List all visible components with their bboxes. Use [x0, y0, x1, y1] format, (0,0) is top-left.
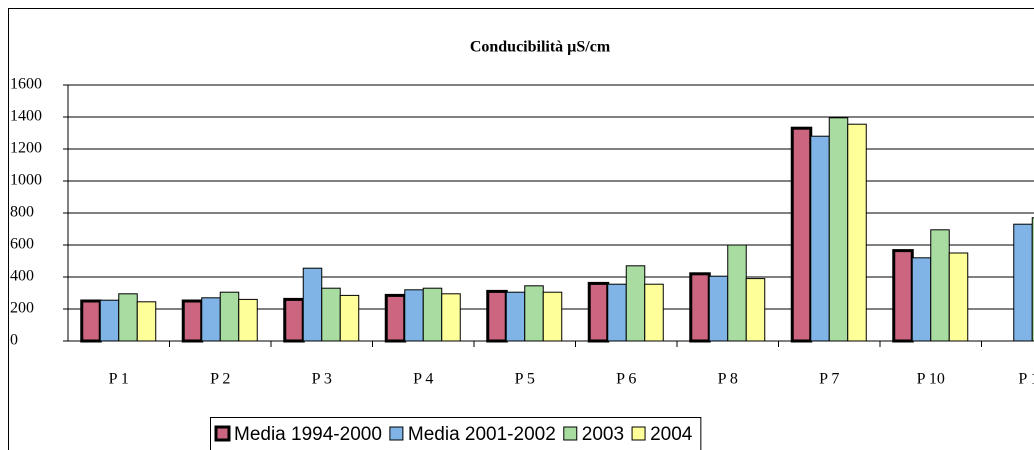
bar: [118, 293, 138, 342]
legend-label: 2003: [582, 424, 624, 445]
y-tick-label: 1600: [10, 76, 42, 93]
bar: [1013, 223, 1033, 342]
bar: [948, 252, 969, 342]
x-tick-label: P 1: [109, 371, 129, 388]
bar: [404, 289, 424, 342]
legend-label: 2004: [650, 424, 693, 445]
x-tick-label: P 4: [413, 371, 433, 388]
y-tick-label: 600: [10, 236, 34, 253]
bar: [745, 278, 766, 342]
bar: [321, 287, 341, 342]
bar: [625, 265, 646, 342]
bar: [302, 267, 323, 342]
bar: [219, 291, 240, 342]
bar: [238, 298, 258, 342]
legend-label: Media 2001-2002: [408, 424, 556, 445]
y-tick-label: 0: [10, 332, 18, 349]
bar: [644, 283, 664, 342]
bar: [80, 299, 102, 343]
bar: [99, 299, 120, 342]
bar: [441, 293, 461, 342]
x-tick-label: P 5: [515, 371, 535, 388]
bar: [790, 126, 813, 343]
x-tick-label: P 2: [210, 371, 230, 388]
bar: [689, 272, 711, 343]
bar: [587, 281, 610, 343]
legend-marker: [563, 426, 578, 441]
bar: [384, 293, 407, 343]
y-tick-label: 1400: [10, 108, 42, 125]
x-tick-label: P 7: [819, 371, 839, 388]
bar: [283, 297, 305, 343]
legend-marker: [214, 425, 231, 442]
bar: [422, 287, 443, 342]
x-tick-label: P 11: [1018, 371, 1034, 388]
y-tick-label: 1000: [10, 172, 42, 189]
x-tick-label: P 6: [616, 371, 636, 388]
chart-title: Conducibilità µS/cm: [470, 39, 611, 56]
bar: [727, 244, 747, 342]
bar: [524, 285, 544, 342]
x-tick-label: P 8: [718, 371, 738, 388]
bar: [181, 299, 204, 343]
legend-label: Media 1994-2000: [234, 424, 382, 445]
y-tick-label: 1200: [10, 140, 42, 157]
y-tick-label: 800: [10, 204, 34, 221]
y-tick-label: 200: [10, 300, 34, 317]
legend-box: [210, 417, 702, 450]
bar: [847, 123, 867, 342]
bar: [708, 275, 729, 342]
bar: [1031, 217, 1034, 342]
legend-marker: [389, 426, 404, 441]
bar: [201, 297, 221, 342]
x-tick-label: P 3: [312, 371, 332, 388]
bar: [911, 257, 932, 342]
bar: [542, 291, 563, 342]
bar: [930, 229, 950, 342]
bar: [828, 117, 849, 342]
bar: [810, 135, 830, 342]
y-tick-label: 400: [10, 268, 34, 285]
bar: [892, 249, 914, 343]
bar: [486, 289, 508, 343]
bar: [136, 301, 157, 342]
bar: [505, 291, 526, 342]
bar: [339, 294, 360, 342]
legend-marker: [631, 426, 646, 441]
x-tick-label: P 10: [917, 371, 945, 388]
bar: [607, 283, 627, 342]
